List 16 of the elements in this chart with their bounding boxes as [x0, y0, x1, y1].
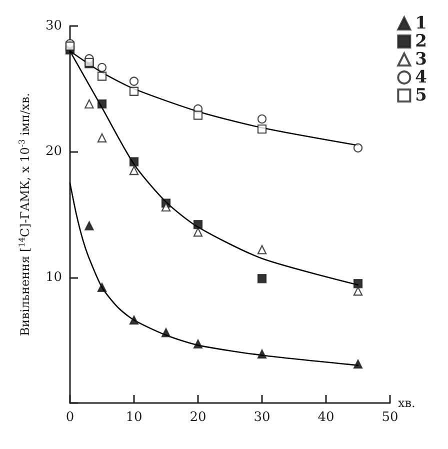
- y-tick-label: 30: [45, 18, 62, 34]
- x-tick-label: 0: [66, 410, 74, 425]
- x-axis-title: хв.: [398, 396, 416, 410]
- x-tick-label: 20: [190, 410, 206, 425]
- legend-label: 1: [415, 14, 428, 34]
- x-tick-label: 50: [382, 410, 398, 425]
- y-tick-label: 10: [45, 270, 62, 285]
- x-tick-label: 40: [318, 410, 334, 425]
- legend-label: 3: [415, 50, 428, 70]
- legend-label: 5: [415, 86, 428, 106]
- x-tick-label: 10: [126, 410, 142, 425]
- y-tick-label: 20: [45, 144, 62, 160]
- legend-label: 4: [415, 68, 428, 88]
- y-axis-title: Вивільнення [14C]-ГАМК, x 10-3 імп/хв.: [18, 92, 32, 336]
- x-tick-label: 30: [254, 410, 270, 425]
- legend-label: 2: [415, 32, 428, 52]
